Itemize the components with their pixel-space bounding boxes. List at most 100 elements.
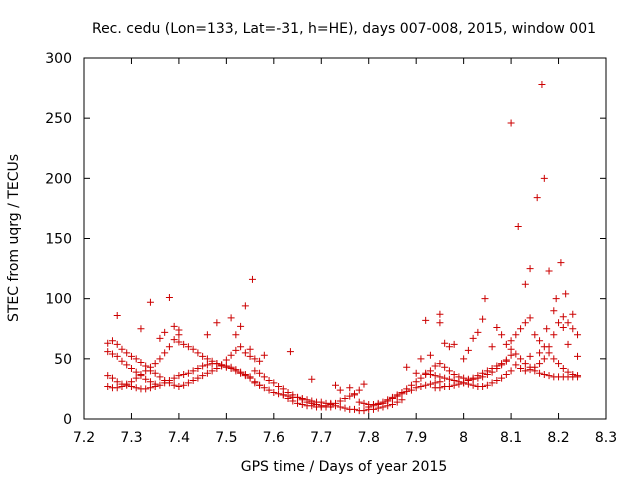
data-point [194, 374, 202, 382]
data-point [479, 383, 487, 391]
data-point [355, 386, 363, 394]
data-point [189, 345, 197, 353]
data-point [574, 352, 582, 360]
data-point [369, 402, 377, 410]
data-point [412, 384, 420, 392]
data-point [517, 325, 525, 333]
data-point [227, 363, 235, 371]
data-point [545, 267, 553, 275]
data-point [445, 383, 453, 391]
data-point [146, 298, 154, 306]
data-point [232, 331, 240, 339]
y-tick-label: 300 [45, 51, 72, 67]
data-point [365, 403, 373, 411]
data-point [123, 380, 131, 388]
data-point [227, 351, 235, 359]
data-point [156, 334, 164, 342]
data-point [123, 349, 131, 357]
data-point [540, 370, 548, 378]
data-point [104, 383, 112, 391]
data-point [108, 374, 116, 382]
data-point [156, 373, 164, 381]
data-point [189, 376, 197, 384]
data-point [441, 363, 449, 371]
data-point [284, 395, 292, 403]
data-point [426, 380, 434, 388]
data-point [398, 390, 406, 398]
data-point [161, 328, 169, 336]
data-point [142, 385, 150, 393]
data-point [417, 383, 425, 391]
data-point [355, 398, 363, 406]
data-point [251, 379, 259, 387]
data-point [483, 367, 491, 375]
data-point [341, 404, 349, 412]
data-point [203, 331, 211, 339]
data-point [488, 379, 496, 387]
data-point [203, 369, 211, 377]
data-point [246, 373, 254, 381]
data-point [132, 374, 140, 382]
data-point [260, 384, 268, 392]
data-point [246, 352, 254, 360]
data-point [275, 390, 283, 398]
data-point [142, 367, 150, 375]
data-point [317, 403, 325, 411]
data-point [536, 369, 544, 377]
data-point [540, 174, 548, 182]
data-point [332, 402, 340, 410]
data-point [507, 367, 515, 375]
data-point [275, 383, 283, 391]
data-point [474, 328, 482, 336]
data-point [545, 372, 553, 380]
data-point [455, 380, 463, 388]
y-tick-label: 200 [45, 171, 72, 187]
data-point [170, 374, 178, 382]
data-point [132, 355, 140, 363]
data-point [132, 384, 140, 392]
y-axis-ticks: 0 50 100 150 200 250 300 [45, 51, 606, 428]
data-point [213, 319, 221, 327]
data-point [104, 339, 112, 347]
data-point [298, 395, 306, 403]
data-point [241, 370, 249, 378]
data-point [146, 363, 154, 371]
x-tick-label: 7.2 [73, 430, 95, 446]
data-point [517, 364, 525, 372]
data-point [113, 384, 121, 392]
data-point [118, 345, 126, 353]
data-point [538, 80, 546, 88]
data-point [265, 376, 273, 384]
data-point [564, 368, 572, 376]
x-tick-label: 7.5 [215, 430, 237, 446]
data-point [156, 355, 164, 363]
data-point [569, 325, 577, 333]
data-point [507, 119, 515, 127]
data-point [540, 355, 548, 363]
data-point [569, 310, 577, 318]
data-point [180, 340, 188, 348]
data-point [203, 361, 211, 369]
data-point [493, 362, 501, 370]
data-point [388, 395, 396, 403]
data-point [507, 345, 515, 353]
data-point [175, 372, 183, 380]
data-point [165, 293, 173, 301]
data-point [574, 331, 582, 339]
data-point [498, 374, 506, 382]
data-point [450, 381, 458, 389]
data-point [294, 399, 302, 407]
data-point [562, 290, 570, 298]
data-point [199, 352, 207, 360]
data-point [536, 360, 544, 368]
data-point [308, 402, 316, 410]
data-point [308, 375, 316, 383]
data-point [550, 331, 558, 339]
data-point [403, 363, 411, 371]
data-point [521, 360, 529, 368]
data-point [412, 369, 420, 377]
data-point [175, 383, 183, 391]
data-point [521, 319, 529, 327]
data-point [232, 366, 240, 374]
